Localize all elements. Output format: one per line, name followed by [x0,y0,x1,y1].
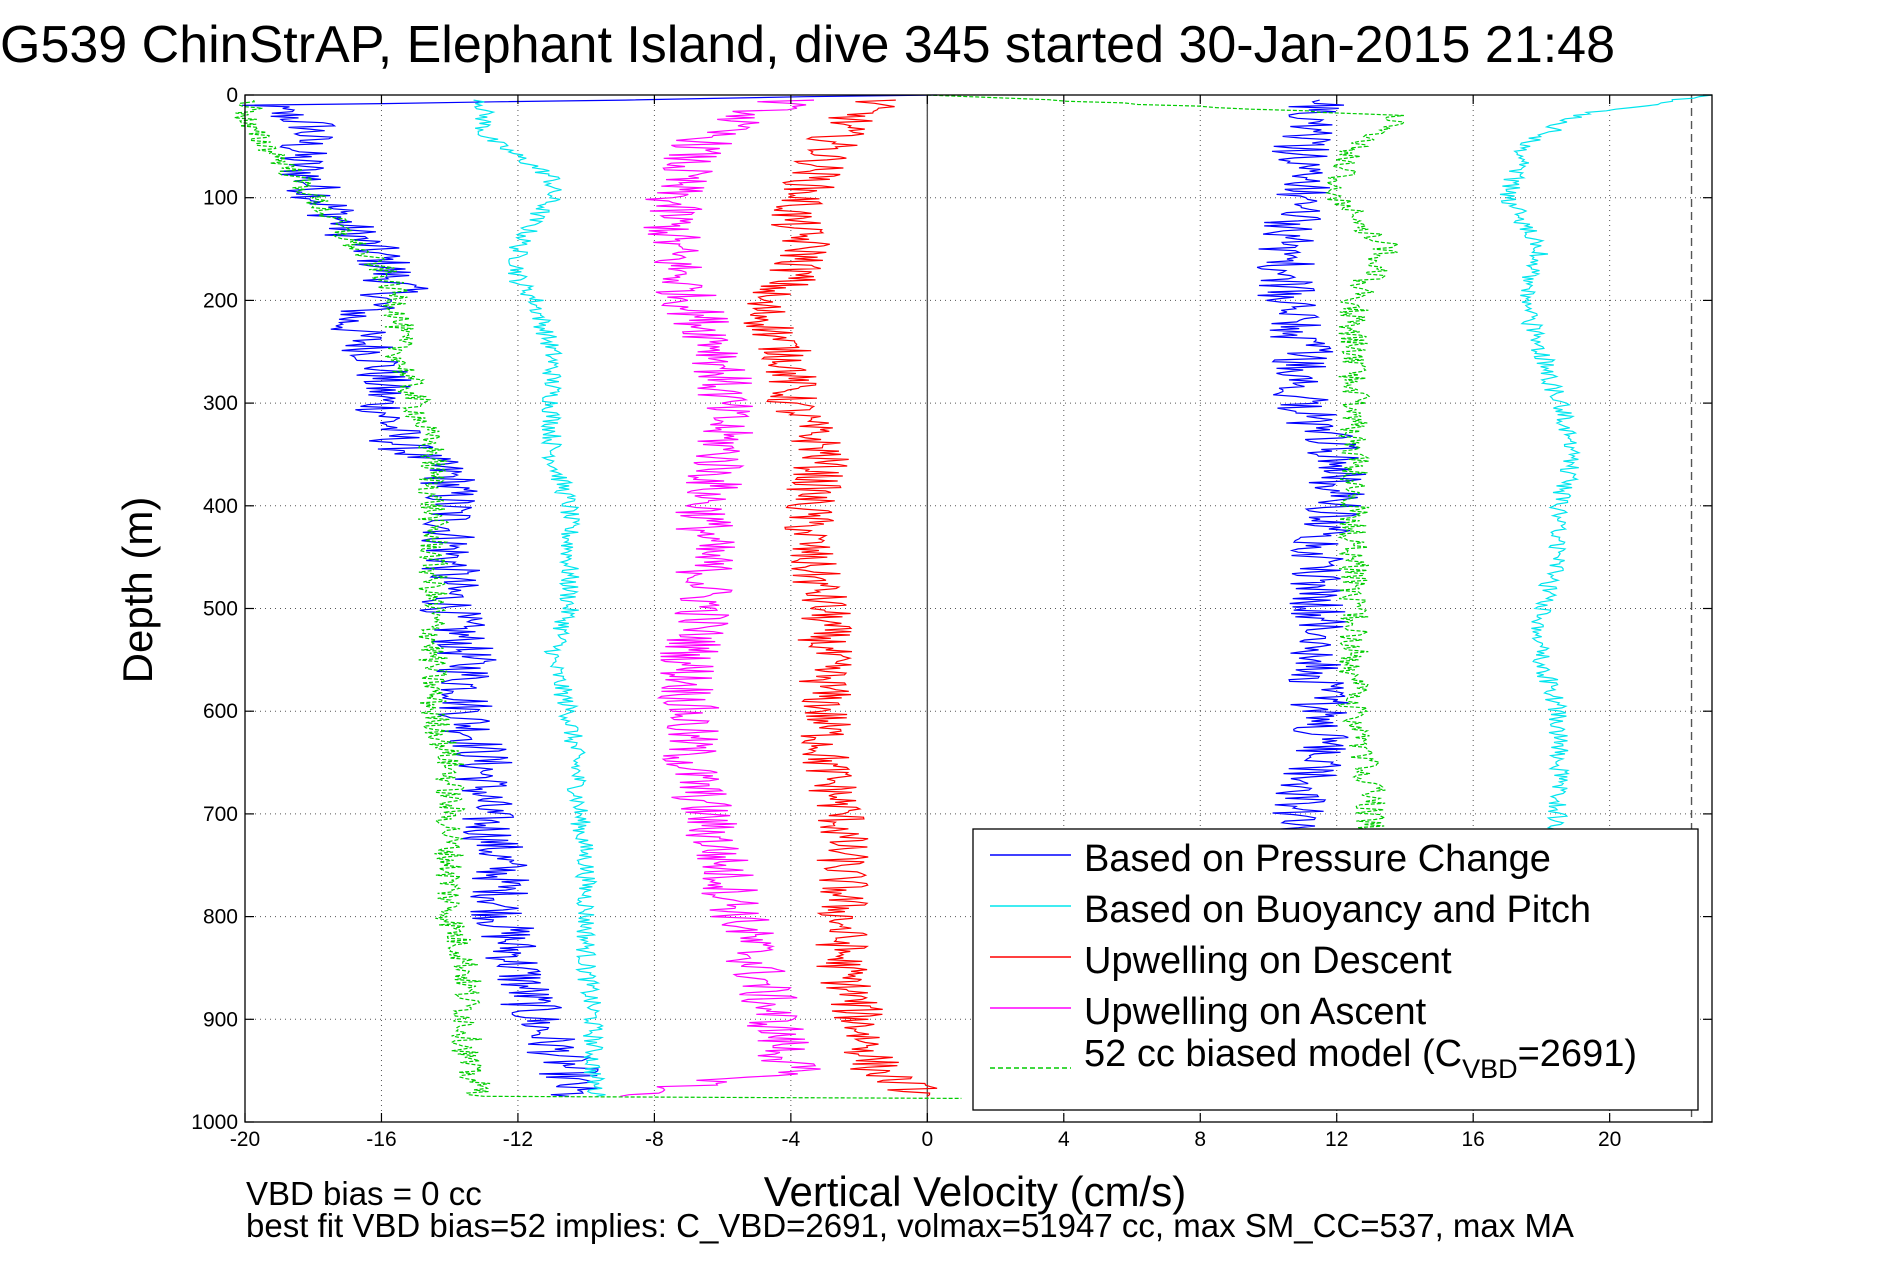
legend-label: Based on Pressure Change [1084,838,1551,880]
series-line-based-on-buoyancy-and-pitch [1499,94,1713,830]
series-line-based-on-pressure-change [241,94,937,1097]
y-tick-label: 200 [203,289,238,312]
legend-label: Based on Buoyancy and Pitch [1084,889,1591,931]
legend-label: Upwelling on Ascent [1084,991,1427,1033]
y-axis-ticks: 0 100 200 300 400 500 600 700 800 900 1000 [191,84,1712,1134]
series-line-based-on-pressure-change [1256,99,1367,830]
x-axis-label: Vertical Velocity (cm/s) [764,1168,1186,1215]
x-tick-label: -20 [230,1128,260,1151]
series-line-52-cc-biased-model-c-vbd-2691 [234,99,962,1099]
x-tick-label: 16 [1462,1128,1485,1151]
x-tick-label: 0 [921,1128,933,1151]
y-tick-label: 100 [203,187,238,210]
data-series [234,94,1713,1099]
vbd-bias-note: VBD bias = 0 cc [246,1175,482,1212]
y-tick-label: 600 [203,700,238,723]
x-tick-label: -12 [503,1128,533,1151]
x-tick-label: 4 [1058,1128,1070,1151]
x-tick-label: -8 [645,1128,664,1151]
x-tick-label: 12 [1325,1128,1348,1151]
legend-box [972,828,1699,1111]
y-tick-label: 400 [203,495,238,518]
legend-label: Upwelling on Descent [1084,940,1452,982]
x-tick-label: -16 [366,1128,396,1151]
y-tick-label: 900 [203,1008,238,1031]
best-fit-note: best fit VBD bias=52 implies: C_VBD=2691… [246,1207,1574,1244]
x-tick-label: -4 [782,1128,801,1151]
y-axis-label: Depth (m) [114,497,161,684]
x-axis-ticks: -20 -16 -12 -8 -4 0 4 8 12 16 20 [230,95,1621,1151]
x-tick-label: 8 [1194,1128,1206,1151]
x-tick-label: 20 [1598,1128,1621,1151]
reference-lines [926,95,1693,1122]
series-line-upwelling-on-descent [743,99,938,1097]
y-tick-label: 1000 [191,1111,238,1134]
y-tick-label: 300 [203,392,238,415]
y-tick-label: 0 [226,84,238,107]
series-line-based-on-buoyancy-and-pitch [473,99,606,1097]
legend-label: 52 cc biased model (CVBD=2691) [1084,1033,1637,1084]
series-line-52-cc-biased-model-c-vbd-2691 [927,94,1406,830]
chart-title: G539 ChinStrAP, Elephant Island, dive 34… [0,16,1615,74]
y-tick-label: 800 [203,906,238,929]
legend: Based on Pressure Change Based on Buoyanc… [972,828,1699,1111]
y-tick-label: 500 [203,598,238,621]
y-tick-label: 700 [203,803,238,826]
series-line-upwelling-on-ascent [620,99,821,1097]
